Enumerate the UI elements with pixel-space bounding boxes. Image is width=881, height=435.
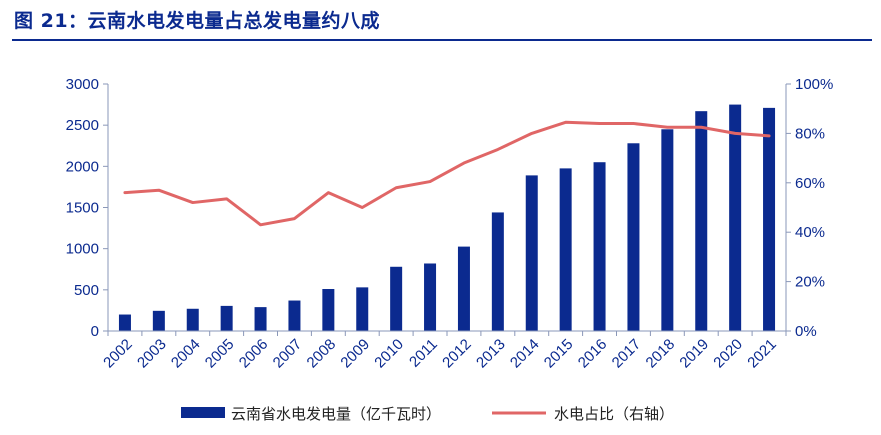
legend-line-label: 水电占比（右轴） [554,405,674,423]
x-tick-label: 2014 [507,336,543,372]
bar-2004 [186,308,199,331]
share-line [123,120,771,227]
x-tick-label: 2018 [643,336,679,372]
legend: 云南省水电发电量（亿千瓦时） 水电占比（右轴） [181,405,674,423]
bar-2020 [729,104,742,331]
left-tick-label: 2500 [66,117,99,134]
left-tick-label: 500 [74,282,99,299]
bar-2015 [559,168,572,331]
x-tick-label: 2021 [744,336,780,372]
x-tick-label: 2011 [406,336,441,371]
bar-2018 [661,129,674,331]
bar-2006 [254,307,267,331]
bar-2009 [356,287,369,331]
bar-2019 [695,111,708,331]
left-tick-label: 0 [91,323,99,340]
left-tick-label: 2000 [66,158,99,175]
bar-2012 [457,246,470,331]
bar-2021 [763,107,776,331]
left-tick-label: 3000 [66,76,99,93]
x-tick-label: 2020 [710,336,746,372]
x-tick-label: 2004 [168,336,204,372]
right-tick-label: 80% [795,125,825,142]
legend-bar-label: 云南省水电发电量（亿千瓦时） [231,405,441,423]
x-tick-label: 2002 [100,336,136,372]
x-tick-label: 2015 [541,336,577,372]
bar-2016 [593,162,606,331]
bar-2010 [390,266,403,331]
figure-title: 图 21：云南水电发电量占总发电量约八成 [14,10,381,32]
bar-2017 [627,143,640,331]
x-tick-label: 2006 [236,336,272,372]
x-tick-label: 2013 [473,336,509,372]
left-tick-label: 1500 [66,200,99,217]
left-tick-label: 1000 [66,241,99,258]
x-tick-label: 2009 [337,336,373,372]
bar-2003 [152,310,165,331]
x-tick-label: 2019 [676,336,712,372]
bar-2014 [525,175,538,331]
bar-2002 [118,314,131,331]
x-tick-label: 2012 [439,336,475,372]
legend-bar-swatch [181,407,225,418]
right-tick-label: 100% [795,76,833,93]
x-tick-label: 2005 [202,336,238,372]
bars [118,104,776,331]
bar-2008 [322,289,335,331]
x-tick-label: 2010 [371,336,407,372]
right-tick-label: 60% [795,175,825,192]
line-series [123,120,771,227]
right-tick-label: 40% [795,224,825,241]
x-tick-label: 2016 [575,336,611,372]
left-axis-ticks: 0 500 1000 1500 2000 2500 3000 [66,76,108,340]
right-tick-label: 0% [795,323,817,340]
bar-2013 [491,212,504,331]
x-tick-label: 2017 [609,336,645,372]
bar-2005 [220,305,233,331]
bar-2007 [288,300,301,331]
x-tick-label: 2008 [304,336,340,372]
right-tick-label: 20% [795,274,825,291]
x-tick-label: 2007 [270,336,306,372]
right-axis-ticks: 0% 20% 40% 60% 80% 100% [786,76,833,340]
x-tick-label: 2003 [134,336,170,372]
bar-2011 [424,263,437,331]
title-underline [12,39,872,41]
